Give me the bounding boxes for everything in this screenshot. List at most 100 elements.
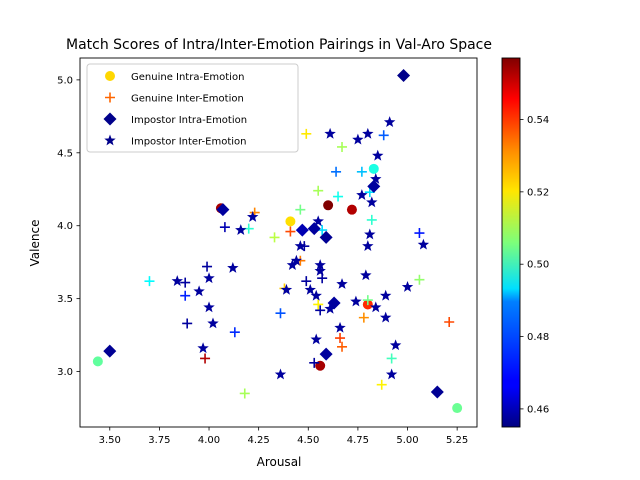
colorbar-tick-label: 0.50 bbox=[527, 260, 549, 271]
data-point bbox=[414, 228, 425, 239]
data-point bbox=[269, 232, 280, 243]
data-point bbox=[285, 216, 296, 227]
data-point bbox=[313, 299, 324, 310]
data-point bbox=[379, 289, 392, 301]
data-point bbox=[216, 203, 230, 217]
legend: Genuine Intra-Emotion Genuine Inter-Emoti… bbox=[86, 63, 299, 153]
data-point bbox=[290, 254, 303, 266]
data-point bbox=[203, 272, 215, 284]
data-point bbox=[180, 290, 191, 301]
data-point bbox=[171, 275, 183, 286]
data-point bbox=[368, 163, 379, 174]
colorbar: 0.46 0.48 0.50 0.52 0.54 bbox=[501, 57, 549, 428]
data-point bbox=[307, 222, 321, 236]
y-tick-label: 5.0 bbox=[57, 75, 73, 86]
data-point bbox=[337, 341, 348, 352]
x-tick-label: 4.25 bbox=[248, 435, 270, 446]
data-point bbox=[295, 223, 309, 237]
data-point bbox=[383, 116, 396, 128]
data-point bbox=[285, 226, 296, 237]
data-point bbox=[366, 214, 377, 225]
y-tick-label: 3.5 bbox=[57, 294, 73, 305]
data-point bbox=[314, 259, 326, 270]
x-tick-label: 5.25 bbox=[446, 435, 468, 446]
data-point bbox=[235, 224, 247, 235]
data-point bbox=[315, 305, 326, 316]
data-point bbox=[275, 308, 286, 319]
data-point bbox=[401, 280, 414, 292]
data-point bbox=[274, 368, 287, 380]
x-tick-label: 4.00 bbox=[198, 435, 220, 446]
data-point bbox=[356, 189, 368, 200]
legend-marker bbox=[105, 92, 115, 103]
series-impostor-inter-emotion-dark-crosses bbox=[180, 222, 328, 368]
data-point bbox=[378, 130, 389, 141]
data-point bbox=[295, 204, 306, 215]
data-point bbox=[356, 166, 367, 177]
data-point bbox=[336, 278, 348, 289]
data-point bbox=[362, 240, 374, 251]
data-point bbox=[301, 128, 312, 139]
data-point bbox=[346, 204, 357, 215]
x-tick-label: 4.75 bbox=[347, 435, 369, 446]
data-point bbox=[193, 285, 205, 297]
data-point bbox=[309, 357, 320, 368]
data-point bbox=[379, 311, 392, 323]
legend-marker bbox=[103, 112, 117, 126]
data-point bbox=[350, 295, 362, 307]
data-point bbox=[219, 222, 230, 233]
data-point bbox=[103, 344, 117, 358]
data-point bbox=[299, 241, 310, 252]
data-point bbox=[331, 166, 342, 177]
data-point bbox=[372, 149, 384, 161]
legend-label: Genuine Intra-Emotion bbox=[131, 72, 244, 83]
data-point bbox=[417, 238, 430, 250]
data-point bbox=[246, 210, 259, 222]
x-tick-label: 5.00 bbox=[396, 435, 418, 446]
data-point bbox=[304, 283, 316, 295]
series-impostor-inter-emotion bbox=[171, 116, 430, 380]
data-point bbox=[323, 200, 334, 211]
data-point bbox=[144, 276, 155, 287]
data-point bbox=[92, 356, 103, 367]
data-point bbox=[360, 269, 372, 281]
data-point bbox=[202, 261, 213, 272]
data-point bbox=[414, 274, 425, 285]
x-tick-label: 4.50 bbox=[297, 435, 319, 446]
legend-marker bbox=[105, 71, 115, 81]
colorbar-gradient bbox=[502, 58, 520, 427]
data-point bbox=[313, 185, 324, 196]
data-point bbox=[200, 353, 211, 364]
data-point bbox=[280, 283, 293, 295]
series-impostor-intra-emotion bbox=[103, 69, 444, 399]
legend-label: Impostor Inter-Emotion bbox=[131, 137, 246, 148]
data-point bbox=[197, 342, 209, 354]
data-point bbox=[385, 368, 398, 380]
data-point bbox=[386, 353, 397, 364]
data-point bbox=[324, 302, 336, 314]
data-point bbox=[444, 316, 455, 327]
data-point bbox=[370, 173, 382, 184]
y-axis: 3.0 3.5 4.0 4.5 5.0 bbox=[57, 75, 80, 378]
data-point bbox=[334, 321, 346, 333]
legend-item: Genuine Inter-Emotion bbox=[105, 92, 244, 105]
data-point bbox=[452, 403, 463, 414]
x-axis: 3.50 3.75 4.00 4.25 4.50 4.75 5.00 5.25 bbox=[99, 427, 468, 446]
data-point bbox=[370, 301, 382, 313]
data-point bbox=[366, 196, 378, 208]
data-point bbox=[352, 133, 364, 145]
y-tick-label: 4.0 bbox=[57, 221, 73, 232]
data-point bbox=[389, 339, 402, 351]
data-point bbox=[319, 230, 333, 244]
data-point bbox=[182, 318, 193, 329]
colorbar-tick-label: 0.54 bbox=[527, 115, 549, 126]
chart-title: Match Scores of Intra/Inter-Emotion Pair… bbox=[66, 37, 492, 53]
data-point bbox=[317, 273, 328, 284]
x-tick-label: 3.75 bbox=[148, 435, 170, 446]
data-point bbox=[397, 69, 411, 83]
data-point bbox=[310, 333, 322, 345]
legend-item: Genuine Intra-Emotion bbox=[105, 71, 244, 83]
data-point bbox=[358, 312, 369, 323]
legend-item: Impostor Intra-Emotion bbox=[103, 112, 247, 126]
